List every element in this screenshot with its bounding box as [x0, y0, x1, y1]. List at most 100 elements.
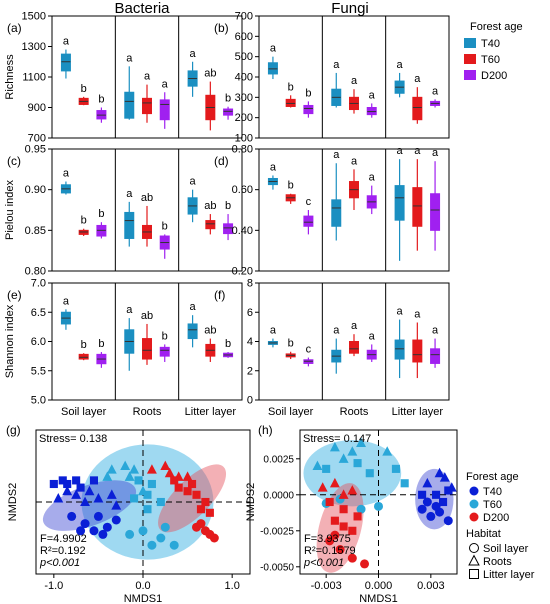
box-t60	[78, 96, 89, 106]
box-t60	[205, 338, 216, 362]
box-t40	[187, 61, 198, 97]
box-t60	[142, 323, 152, 365]
point	[339, 522, 348, 531]
significance-letter: c	[306, 196, 312, 208]
panel-h: -0.003 0.000 0.003 -0.0050 -0.0025 0.0000 0.00…	[245, 423, 458, 604]
y-tick-label: 700	[28, 133, 46, 145]
point	[196, 519, 206, 529]
x-tick-label: 0.000	[365, 580, 393, 592]
x-tick-label: -0.003	[311, 580, 342, 592]
legend-habitat-label: Roots	[483, 556, 512, 568]
point	[53, 493, 64, 503]
box-t60	[285, 193, 296, 204]
point	[84, 485, 95, 496]
point	[160, 460, 171, 471]
box-d200	[96, 222, 107, 239]
box-t60	[349, 169, 359, 210]
point	[443, 516, 453, 526]
box-t40	[124, 318, 135, 371]
box-t60	[285, 95, 296, 108]
point	[164, 467, 175, 478]
point	[98, 529, 108, 539]
box-d200	[96, 352, 107, 368]
significance-letter: b	[162, 220, 168, 232]
y-tick-label: 1100	[22, 72, 46, 84]
significance-letter: b	[288, 180, 294, 192]
box-d200	[366, 185, 377, 215]
point	[205, 508, 214, 517]
box-t60	[412, 159, 423, 251]
box-t60	[78, 353, 89, 361]
box-t40	[331, 163, 342, 241]
box-t40	[60, 309, 71, 330]
y-tick-label: 500	[235, 51, 253, 63]
x-tick-label: -1.0	[44, 580, 63, 592]
significance-letter: a	[126, 188, 133, 200]
significance-letter: b	[225, 338, 231, 350]
point	[348, 526, 357, 535]
legend-habitat-label: Litter layer	[483, 569, 535, 581]
box-t60	[412, 322, 423, 379]
significance-letter: b	[81, 215, 87, 227]
y-tick-label: 400	[235, 72, 253, 84]
point	[432, 490, 441, 499]
y-axis-label: Pielou index	[4, 180, 16, 240]
point	[438, 497, 448, 507]
box-d200	[366, 103, 377, 118]
point	[67, 511, 77, 521]
y-tick-label: 0.0025	[263, 454, 294, 465]
x-tick-label: 0.003	[417, 580, 445, 592]
point	[143, 505, 152, 514]
point	[146, 464, 157, 474]
legend-shape	[469, 543, 479, 553]
point	[356, 504, 366, 514]
box-d200	[303, 357, 314, 367]
significance-letter: a	[333, 149, 340, 161]
stat-label: F=3.9375	[304, 533, 351, 545]
point	[93, 511, 103, 521]
x-category-label: Litter layer	[392, 406, 444, 418]
y-tick-label: 0.95	[25, 144, 46, 156]
point	[330, 516, 339, 525]
box-t40	[124, 66, 135, 120]
y-tick-label: -0.0025	[260, 526, 294, 537]
legend-habitat-title: Habitat	[466, 528, 501, 540]
box-t40	[187, 315, 198, 348]
point	[335, 545, 345, 555]
point	[400, 479, 409, 488]
point	[330, 530, 340, 540]
y-axis-label: NMDS2	[245, 483, 257, 522]
legend-title: Forest age	[466, 471, 519, 483]
box-t60	[349, 334, 359, 357]
significance-letter: a	[190, 301, 197, 313]
y-tick-label: 0.60	[232, 184, 253, 196]
x-tick-label: 0.0	[135, 580, 150, 592]
ellipse-t60	[303, 440, 402, 507]
significance-letter: b	[225, 200, 231, 212]
y-tick-label: 8	[247, 278, 253, 290]
box-t60	[412, 87, 423, 124]
legend-item-label: D200	[481, 70, 507, 82]
point	[353, 512, 362, 521]
point	[439, 472, 450, 482]
panel-label: (e)	[7, 288, 22, 302]
point	[124, 471, 135, 481]
significance-letter: a	[369, 172, 376, 184]
y-axis-label: NMDS2	[7, 483, 19, 522]
point	[62, 485, 73, 496]
box-d200	[366, 344, 377, 362]
y-axis-label: Shannon index	[4, 304, 16, 378]
point	[80, 496, 90, 507]
point	[111, 500, 122, 510]
point	[329, 441, 340, 452]
point	[422, 477, 433, 488]
significance-letter: b	[305, 87, 311, 99]
point	[183, 487, 192, 496]
significance-letter: a	[369, 330, 376, 342]
point	[93, 493, 104, 503]
point	[106, 489, 117, 499]
significance-letter: a	[432, 85, 439, 97]
point	[347, 485, 358, 495]
y-tick-label: 4	[247, 336, 253, 348]
